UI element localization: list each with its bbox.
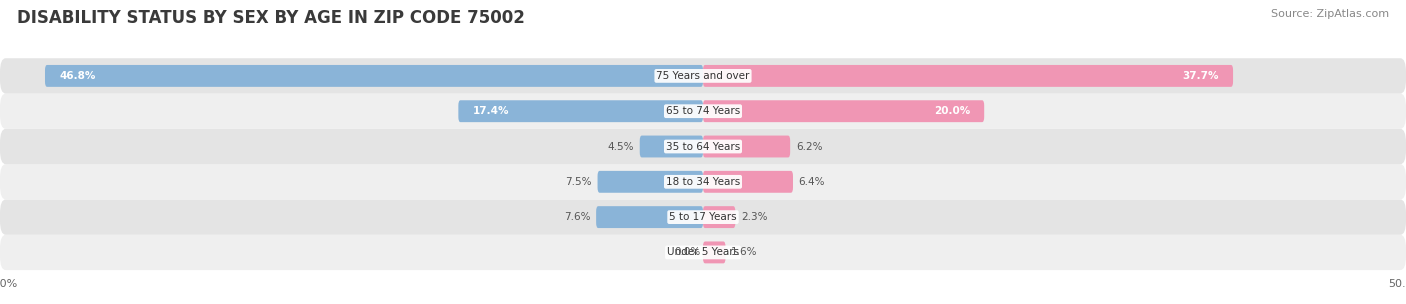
Text: 75 Years and over: 75 Years and over <box>657 71 749 81</box>
FancyBboxPatch shape <box>0 58 1406 94</box>
Text: 46.8%: 46.8% <box>59 71 96 81</box>
Text: 5 to 17 Years: 5 to 17 Years <box>669 212 737 222</box>
FancyBboxPatch shape <box>703 100 984 122</box>
Text: 35 to 64 Years: 35 to 64 Years <box>666 141 740 151</box>
FancyBboxPatch shape <box>598 171 703 193</box>
FancyBboxPatch shape <box>703 136 790 157</box>
FancyBboxPatch shape <box>0 199 1406 235</box>
Text: 17.4%: 17.4% <box>472 106 509 116</box>
Text: 18 to 34 Years: 18 to 34 Years <box>666 177 740 187</box>
Text: Source: ZipAtlas.com: Source: ZipAtlas.com <box>1271 9 1389 19</box>
FancyBboxPatch shape <box>0 164 1406 199</box>
FancyBboxPatch shape <box>45 65 703 87</box>
Text: Under 5 Years: Under 5 Years <box>666 247 740 257</box>
FancyBboxPatch shape <box>596 206 703 228</box>
Text: 20.0%: 20.0% <box>934 106 970 116</box>
FancyBboxPatch shape <box>0 235 1406 270</box>
FancyBboxPatch shape <box>703 65 1233 87</box>
Text: 7.5%: 7.5% <box>565 177 592 187</box>
Text: 1.6%: 1.6% <box>731 247 758 257</box>
Text: 6.2%: 6.2% <box>796 141 823 151</box>
Text: 7.6%: 7.6% <box>564 212 591 222</box>
FancyBboxPatch shape <box>703 206 735 228</box>
FancyBboxPatch shape <box>0 129 1406 164</box>
Text: 2.3%: 2.3% <box>741 212 768 222</box>
Text: 37.7%: 37.7% <box>1182 71 1219 81</box>
Text: 65 to 74 Years: 65 to 74 Years <box>666 106 740 116</box>
FancyBboxPatch shape <box>640 136 703 157</box>
Text: 0.0%: 0.0% <box>673 247 700 257</box>
Text: DISABILITY STATUS BY SEX BY AGE IN ZIP CODE 75002: DISABILITY STATUS BY SEX BY AGE IN ZIP C… <box>17 9 524 27</box>
FancyBboxPatch shape <box>458 100 703 122</box>
Text: 4.5%: 4.5% <box>607 141 634 151</box>
FancyBboxPatch shape <box>0 94 1406 129</box>
Text: 6.4%: 6.4% <box>799 177 825 187</box>
FancyBboxPatch shape <box>703 241 725 263</box>
FancyBboxPatch shape <box>703 171 793 193</box>
